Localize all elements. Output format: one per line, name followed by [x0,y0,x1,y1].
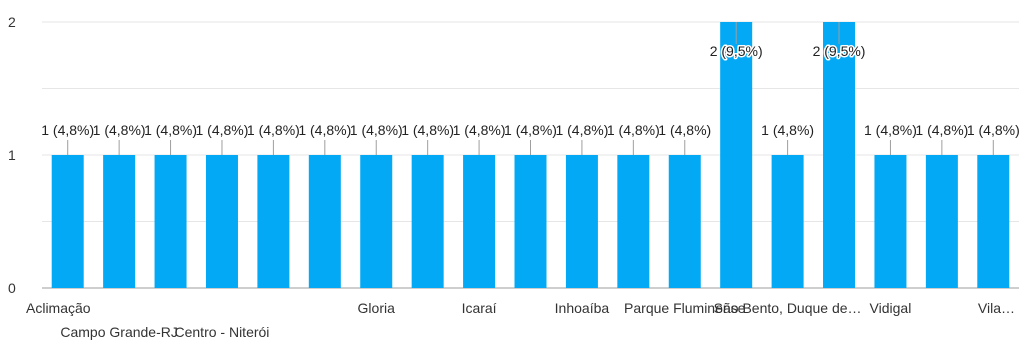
data-label: 1 (4,8%) [144,122,197,138]
data-label: 1 (4,8%) [967,122,1020,138]
data-label: 1 (4,8%) [196,122,249,138]
x-tick-label: Icaraí [462,300,497,316]
bar [308,155,341,288]
data-label: 2 (9,5%) [813,43,866,59]
bar [514,155,547,288]
data-labels: 1 (4,8%)1 (4,8%)1 (4,8%)1 (4,8%)1 (4,8%)… [41,22,1020,155]
data-label: 1 (4,8%) [864,122,917,138]
y-tick-label: 2 [8,14,16,30]
data-label: 1 (4,8%) [298,122,351,138]
data-label: 1 (4,8%) [504,122,557,138]
bar [51,155,84,288]
bar [668,155,701,288]
bar [823,22,856,288]
bar [771,155,804,288]
data-label: 1 (4,8%) [453,122,506,138]
bar [565,155,598,288]
y-tick-label: 1 [8,147,16,163]
bar [360,155,393,288]
data-label: 1 (4,8%) [350,122,403,138]
bar [617,155,650,288]
bar [874,155,907,288]
bar [977,155,1010,288]
x-tick-label: Campo Grande-RJ [60,324,178,340]
data-label: 1 (4,8%) [761,122,814,138]
bar [411,155,444,288]
x-tick-label: Vidigal [870,300,912,316]
data-label: 1 (4,8%) [607,122,660,138]
bar [257,155,290,288]
y-tick-label: 0 [8,280,16,296]
data-label: 1 (4,8%) [401,122,454,138]
x-tick-label: Centro - Niterói [175,324,270,340]
data-label: 1 (4,8%) [41,122,94,138]
x-tick-label: Parque Fluminense [624,300,746,316]
data-label: 1 (4,8%) [247,122,300,138]
x-tick-label: Aclimação [26,300,91,316]
y-axis-ticks: 0 1 2 [8,14,16,296]
bar [720,22,753,288]
data-label: 2 (9,5%) [710,43,763,59]
bars [51,22,1010,288]
bar [103,155,136,288]
x-tick-label: São Bento, Duque de… [714,300,862,316]
data-label: 1 (4,8%) [555,122,608,138]
x-tick-label: Vila… [978,300,1015,316]
data-label: 1 (4,8%) [658,122,711,138]
x-tick-label: Inhoaíba [555,300,610,316]
bar [205,155,238,288]
x-tick-label: Gloria [358,300,396,316]
bar [463,155,496,288]
data-label: 1 (4,8%) [93,122,146,138]
data-label: 1 (4,8%) [915,122,968,138]
bar [925,155,958,288]
bar [154,155,187,288]
